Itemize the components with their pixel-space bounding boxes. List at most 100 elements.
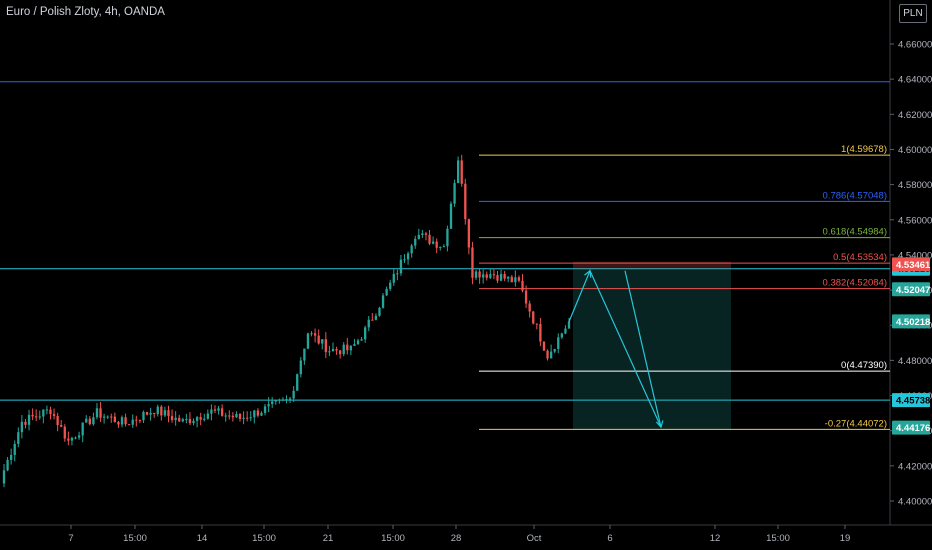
candle-body	[199, 417, 202, 420]
candle-body	[313, 333, 317, 336]
candle-body	[117, 422, 120, 425]
candle-body	[249, 417, 252, 419]
candle-body	[460, 160, 463, 184]
candle-body	[510, 276, 513, 283]
candle-body	[203, 418, 206, 420]
candle-body	[424, 233, 428, 235]
candle-body	[306, 333, 310, 349]
candle-body	[92, 417, 95, 425]
candle-body	[49, 409, 52, 415]
candle-body	[539, 324, 542, 342]
candle-body	[292, 390, 295, 399]
candle-body	[456, 160, 460, 184]
price-tag	[892, 420, 930, 435]
candle-body	[52, 414, 56, 416]
candle-body	[417, 234, 420, 239]
candle-body	[185, 418, 188, 420]
candle-body	[528, 303, 531, 312]
candle-body	[206, 413, 209, 419]
candle-body	[195, 417, 199, 421]
candle-body	[349, 345, 353, 351]
candle-body	[371, 319, 374, 321]
candle-body	[77, 435, 81, 438]
price-tag	[892, 257, 930, 272]
candle-body	[435, 241, 438, 248]
candle-body	[113, 416, 117, 423]
candle-body	[160, 406, 163, 416]
candle-body	[99, 408, 102, 418]
candle-body	[238, 413, 242, 419]
candle-body	[210, 409, 213, 414]
candle-body	[360, 339, 363, 341]
candle-body	[138, 420, 142, 422]
candle-body	[374, 315, 378, 320]
candle-body	[342, 344, 345, 355]
fib-level-label: 0.5(4.53534)	[833, 252, 887, 263]
price-tag-label: 4.44176	[896, 423, 930, 434]
y-tick-label: 4.64000	[898, 75, 932, 86]
price-tag-label: 4.50218	[896, 317, 930, 328]
candle-body	[485, 274, 488, 278]
chart-title: Euro / Polish Zloty, 4h, OANDA	[6, 6, 165, 18]
candle-body	[338, 350, 342, 355]
candle-body	[31, 414, 34, 417]
candle-body	[267, 404, 270, 407]
candle-body	[549, 351, 553, 359]
projection-down-leg	[624, 270, 662, 428]
fib-level-label: -0.27(4.44072)	[825, 418, 887, 429]
candle-body	[220, 408, 224, 416]
candle-body	[45, 409, 49, 411]
x-tick-label: 21	[323, 533, 334, 544]
currency-button[interactable]: PLN	[899, 4, 927, 23]
candle-body	[546, 350, 549, 359]
candle-body	[145, 411, 149, 415]
candle-body	[149, 412, 152, 415]
candle-body	[106, 416, 109, 418]
candle-body	[278, 399, 281, 401]
candle-body	[24, 421, 27, 425]
projection-arrowhead-up	[584, 269, 592, 278]
candle-body	[231, 415, 235, 418]
candle-body	[496, 275, 499, 281]
candle-body	[174, 417, 177, 421]
candle-body	[399, 259, 403, 274]
candle-body	[514, 277, 517, 283]
candle-body	[403, 259, 406, 261]
candle-body	[464, 183, 467, 220]
candle-body	[303, 348, 306, 361]
candle-body	[542, 341, 546, 351]
candle-body	[74, 437, 77, 439]
x-tick-label: Oct	[527, 533, 542, 544]
candle-body	[389, 282, 392, 289]
candle-body	[285, 399, 288, 401]
y-tick-label: 4.48000	[898, 356, 932, 367]
candle-body	[192, 420, 195, 424]
candle-body	[263, 406, 267, 413]
candle-body	[321, 339, 324, 344]
fib-level-label: 0.382(4.52084)	[823, 278, 887, 289]
candle-body	[213, 409, 217, 411]
x-tick-label: 7	[68, 533, 73, 544]
candle-body	[482, 274, 485, 278]
candle-body	[503, 274, 506, 279]
candle-body	[20, 421, 24, 433]
candle-body	[188, 418, 192, 424]
fib-level-label: 1(4.59678)	[841, 144, 887, 155]
candle-body	[95, 408, 99, 418]
y-tick-label: 4.60000	[898, 145, 932, 156]
x-tick-label: 15:00	[766, 533, 790, 544]
x-tick-label: 15:00	[252, 533, 276, 544]
candle-body	[396, 273, 399, 275]
candle-body	[60, 425, 63, 427]
y-tick-label: 4.54000	[898, 250, 932, 261]
candle-body	[274, 400, 277, 402]
candle-body	[56, 415, 59, 426]
candle-body	[517, 277, 521, 281]
candle-body	[131, 419, 134, 425]
y-tick-label: 4.56000	[898, 215, 932, 226]
candle-body	[156, 406, 159, 415]
candle-body	[524, 290, 528, 304]
y-tick-label: 4.66000	[898, 40, 932, 51]
candle-body	[9, 454, 13, 460]
